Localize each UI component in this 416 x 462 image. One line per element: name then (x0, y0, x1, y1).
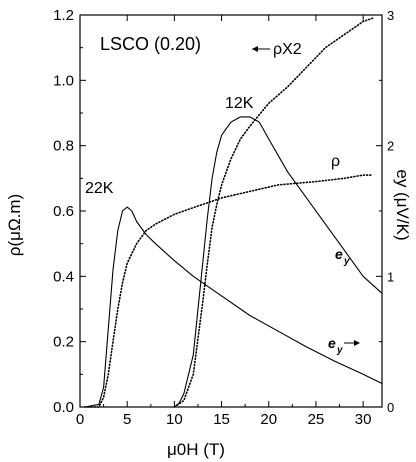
chart-title: LSCO (0.20) (100, 34, 201, 54)
x-tick-label: 25 (308, 411, 325, 428)
label-ey-lower-sub: y (336, 345, 343, 356)
y-tick-label: 0.2 (53, 334, 74, 351)
y-tick-label: 0.8 (53, 138, 74, 155)
series-ey-22k (84, 206, 383, 408)
y-axis-label: ρ(μΩ.m) (5, 194, 24, 256)
arrow-rho-x2-head (252, 46, 258, 52)
x-tick-label: 30 (355, 411, 372, 428)
series-rho-x2-12k (173, 17, 374, 408)
x-tick-label: 10 (166, 411, 183, 428)
y2-axis-label: ey (μV/K) (393, 169, 412, 240)
x-tick-label: 0 (76, 411, 84, 428)
annotation-rho-x2: ρX2 (252, 41, 302, 58)
y-tick-label: 1.0 (53, 72, 74, 89)
annotation-ey-lower: e y (328, 335, 360, 356)
label-rho-x2: ρX2 (273, 41, 302, 58)
arrow-ey-head (354, 340, 360, 346)
label-12k: 12K (225, 95, 254, 112)
y-tick-label: 0.0 (53, 399, 74, 416)
x-tick-label: 15 (213, 411, 230, 428)
y2-tick-label: 3 (387, 8, 394, 23)
label-ey-lower: e (328, 335, 336, 351)
x-tick-label: 5 (123, 411, 131, 428)
series-rho-22k (83, 174, 374, 408)
y2-tick-label: 2 (387, 139, 394, 154)
label-rho: ρ (331, 153, 340, 170)
label-ey-upper: e (335, 246, 343, 262)
label-22k: 22K (85, 180, 114, 197)
y-tick-label: 1.2 (53, 7, 74, 24)
y2-tick-label: 1 (387, 269, 394, 284)
series-layer (83, 17, 383, 408)
y2-tick-label: 0 (387, 400, 394, 415)
series-ey-12k (84, 116, 383, 408)
y-tick-label: 0.4 (53, 268, 74, 285)
x-tick-label: 20 (260, 411, 277, 428)
label-ey-upper-sub: y (343, 256, 350, 267)
ticks: 0 5 10 15 20 25 30 0.0 0.2 0.4 0.6 0.8 1.0 1.2 0 1 2 3 (53, 7, 394, 428)
annotation-ey-upper: e y (335, 246, 350, 267)
y-tick-label: 0.6 (53, 203, 74, 220)
x-axis-label: μ0H (T) (167, 440, 225, 459)
